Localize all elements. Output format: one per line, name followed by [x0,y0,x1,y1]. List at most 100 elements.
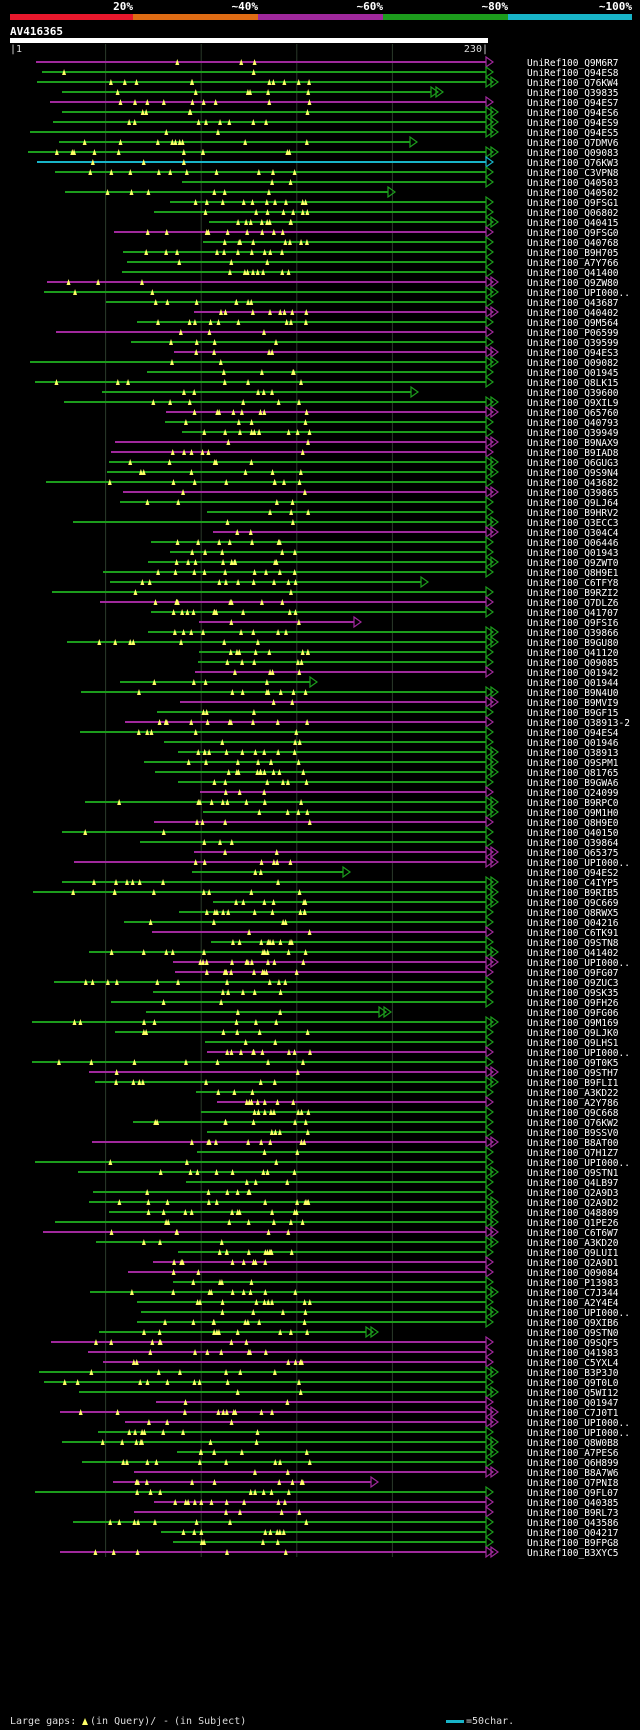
hit-label[interactable]: UniRef100_UPI000.. [527,958,630,969]
hit-row[interactable]: UniRef100_Q06446 [151,535,619,549]
hit-row[interactable]: UniRef100_P13983 [173,1275,619,1289]
hit-label[interactable]: UniRef100_UPI000.. [527,1418,630,1429]
hit-label[interactable]: UniRef100_Q5WI12 [527,1388,619,1399]
hit-label[interactable]: UniRef100_Q9LJ64 [527,498,619,509]
hit-row[interactable]: UniRef100_Q9FH26 [111,995,619,1009]
hit-row[interactable]: UniRef100_Q48809 [109,1205,619,1219]
hit-label[interactable]: UniRef100_Q40768 [527,238,619,249]
hit-label[interactable]: UniRef100_Q9XIB6 [527,1318,619,1329]
hit-row[interactable]: UniRef100_Q09083 [28,145,619,159]
hit-row[interactable]: UniRef100_B9SSV0 [207,1125,619,1139]
hit-label[interactable]: UniRef100_Q01944 [527,678,619,689]
hit-label[interactable]: UniRef100_Q9ZUC3 [527,978,619,989]
hit-row[interactable]: UniRef100_B9N4U0 [81,685,619,699]
hit-label[interactable]: UniRef100_Q01942 [527,668,619,679]
hit-label[interactable]: UniRef100_Q9M169 [527,1018,619,1029]
hit-row[interactable]: UniRef100_Q24099 [200,785,619,799]
hit-row[interactable]: UniRef100_C4IYP5 [62,875,619,889]
hit-label[interactable]: UniRef100_Q9STN8 [527,938,619,949]
hit-row[interactable]: UniRef100_C7J344 [90,1285,619,1299]
hit-label[interactable]: UniRef100_Q2A9D2 [527,1198,619,1209]
hit-row[interactable]: UniRef100_Q01942 [195,665,619,679]
hit-label[interactable]: UniRef100_Q6H899 [527,1458,619,1469]
hit-label[interactable]: UniRef100_UPI000.. [527,1428,630,1439]
hit-label[interactable]: UniRef100_B9GWA6 [527,778,619,789]
hit-row[interactable]: UniRef100_Q8RWX5 [179,905,619,919]
hit-row[interactable]: UniRef100_Q9FG06 [146,1005,619,1019]
hit-label[interactable]: UniRef100_Q41402 [527,948,619,959]
hit-label[interactable]: UniRef100_Q9FG06 [527,1008,619,1019]
hit-row[interactable]: UniRef100_Q9T0K5 [32,1055,619,1069]
hit-label[interactable]: UniRef100_Q2A9D1 [527,1258,619,1269]
hit-label[interactable]: UniRef100_Q9SPM1 [527,758,619,769]
hit-row[interactable]: UniRef100_B8AT00 [92,1135,619,1149]
hit-label[interactable]: UniRef100_Q09084 [527,1268,619,1279]
hit-row[interactable]: UniRef100_Q6GUG3 [109,455,619,469]
hit-label[interactable]: UniRef100_C7J0T1 [527,1408,619,1419]
hit-row[interactable]: UniRef100_Q9M564 [137,315,619,329]
hit-row[interactable]: UniRef100_Q8LK15 [35,375,619,389]
hit-row[interactable]: UniRef100_Q8H9E0 [154,815,619,829]
hit-label[interactable]: UniRef100_UPI000.. [527,1048,630,1059]
hit-label[interactable]: UniRef100_Q39866 [527,628,619,639]
hit-label[interactable]: UniRef100_UPI000.. [527,858,630,869]
hit-row[interactable]: UniRef100_Q09084 [128,1265,619,1279]
hit-row[interactable]: UniRef100_Q04217 [161,1525,619,1539]
hit-row[interactable]: UniRef100_Q39949 [182,425,619,439]
hit-row[interactable]: UniRef100_B9RPC0 [85,795,619,809]
hit-label[interactable]: UniRef100_Q9SK35 [527,988,619,999]
hit-label[interactable]: UniRef100_B9IAD8 [527,448,619,459]
hit-row[interactable]: UniRef100_Q9FSI6 [199,615,619,629]
hit-row[interactable]: UniRef100_B9GWA6 [178,775,619,789]
hit-label[interactable]: UniRef100_Q06802 [527,208,619,219]
hit-label[interactable]: UniRef100_A3KD22 [527,1088,619,1099]
hit-row[interactable]: UniRef100_Q9SQF5 [51,1335,619,1349]
hit-label[interactable]: UniRef100_B9GU80 [527,638,619,649]
hit-row[interactable]: UniRef100_A2Y4E4 [137,1295,619,1309]
hit-row[interactable]: UniRef100_Q04216 [124,915,619,929]
hit-row[interactable]: UniRef100_Q39864 [140,835,619,849]
hit-row[interactable]: UniRef100_UPI000.. [44,285,630,299]
hit-row[interactable]: UniRef100_Q94ES5 [30,125,619,139]
hit-label[interactable]: UniRef100_Q94ES2 [527,868,619,879]
hit-row[interactable]: UniRef100_Q1PE26 [55,1215,619,1229]
hit-row[interactable]: UniRef100_Q9SPM1 [144,755,619,769]
hit-label[interactable]: UniRef100_Q9S9N4 [527,468,619,479]
hit-row[interactable]: UniRef100_Q9M169 [32,1015,619,1029]
hit-row[interactable]: UniRef100_Q9T0L0 [44,1375,619,1389]
hit-label[interactable]: UniRef100_Q94ES3 [527,348,619,359]
hit-label[interactable]: UniRef100_Q7DMV6 [527,138,619,149]
hit-row[interactable]: UniRef100_B9RIB5 [33,885,619,899]
hit-row[interactable]: UniRef100_Q01946 [164,735,619,749]
hit-row[interactable]: UniRef100_C3VPN8 [55,165,619,179]
hit-label[interactable]: UniRef100_C3VPN8 [527,168,619,179]
hit-row[interactable]: UniRef100_B9MVI9 [180,695,619,709]
hit-label[interactable]: UniRef100_Q4LB97 [527,1178,619,1189]
hit-label[interactable]: UniRef100_Q9M6R7 [527,58,619,69]
hit-label[interactable]: UniRef100_UPI000.. [527,1158,630,1169]
hit-row[interactable]: UniRef100_Q7DMV6 [59,135,619,149]
hit-row[interactable]: UniRef100_Q41120 [199,645,619,659]
hit-row[interactable]: UniRef100_C7J0T1 [60,1405,619,1419]
hit-row[interactable]: UniRef100_A7Y766 [127,255,619,269]
hit-label[interactable]: UniRef100_Q9STH7 [527,1068,619,1079]
hit-row[interactable]: UniRef100_Q2A9D1 [153,1255,619,1269]
hit-row[interactable]: UniRef100_Q94ES8 [42,65,619,79]
hit-label[interactable]: UniRef100_Q8RWX5 [527,908,619,919]
hit-row[interactable]: UniRef100_Q9C668 [201,1105,619,1119]
hit-label[interactable]: UniRef100_Q01945 [527,368,619,379]
hit-row[interactable]: UniRef100_Q7DLZ6 [100,595,619,609]
hit-label[interactable]: UniRef100_Q1PE26 [527,1218,619,1229]
hit-row[interactable]: UniRef100_Q94ES7 [50,95,619,109]
hit-row[interactable]: UniRef100_Q9ZUC3 [54,975,619,989]
hit-row[interactable]: UniRef100_Q5WI12 [79,1385,619,1399]
hit-label[interactable]: UniRef100_Q7H1Z7 [527,1148,619,1159]
hit-row[interactable]: UniRef100_Q9LJ64 [120,495,619,509]
hit-row[interactable]: UniRef100_Q09085 [198,655,619,669]
hit-row[interactable]: UniRef100_B9H705 [123,245,619,259]
hit-row[interactable]: UniRef100_Q76KW4 [37,75,619,89]
hit-label[interactable]: UniRef100_Q09085 [527,658,619,669]
hit-label[interactable]: UniRef100_Q39949 [527,428,619,439]
hit-label[interactable]: UniRef100_Q9FL07 [527,1488,619,1499]
hit-row[interactable]: UniRef100_Q40402 [194,305,619,319]
